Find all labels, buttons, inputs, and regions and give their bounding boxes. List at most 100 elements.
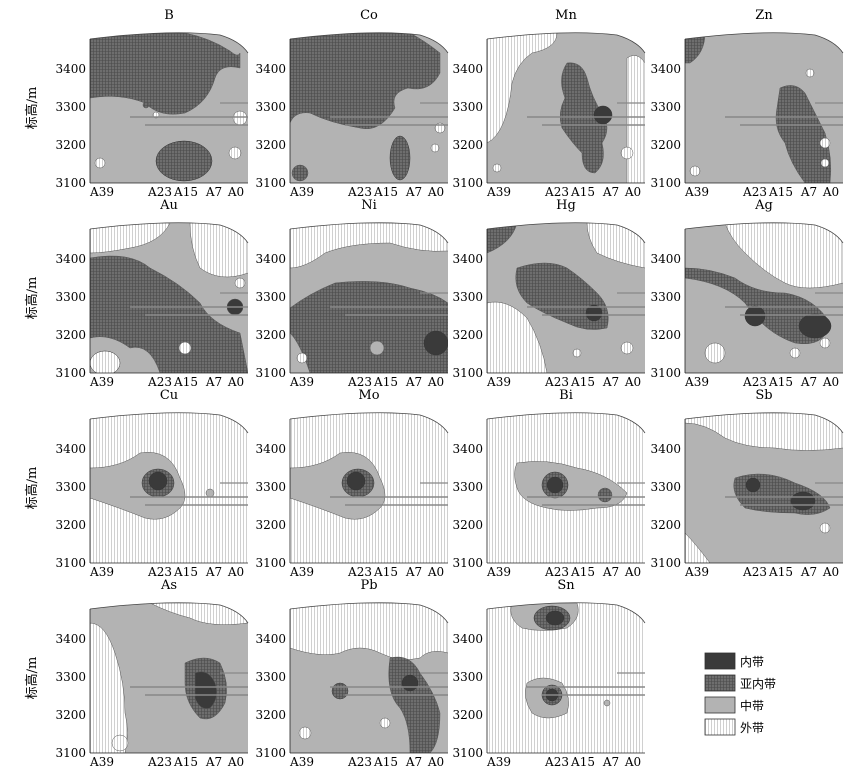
- zone-sub: [597, 487, 613, 503]
- zoning-map: [685, 412, 843, 563]
- x-tick-label: A15: [173, 185, 198, 199]
- x-tick-label: A23: [347, 565, 372, 579]
- zoning-map: [487, 412, 645, 563]
- zone-sub: [515, 262, 609, 330]
- x-tick-label: A15: [373, 185, 398, 199]
- zone-outer: [685, 532, 711, 563]
- x-tick-label: A39: [486, 755, 511, 769]
- y-tick-label: 3200: [255, 138, 286, 152]
- zone-inner: [545, 610, 565, 626]
- zone-outer: [820, 158, 830, 168]
- y-tick-label: 3300: [255, 480, 286, 494]
- y-tick-label: 3200: [452, 328, 483, 342]
- zoning-map: [487, 32, 645, 183]
- y-tick-label: 3100: [255, 366, 286, 380]
- zone-outer: [90, 222, 171, 254]
- y-tick-label: 3100: [452, 176, 483, 190]
- y-tick-label: 3300: [255, 670, 286, 684]
- y-tick-label: 3100: [55, 556, 86, 570]
- x-tick-label: A39: [486, 565, 511, 579]
- x-tick-label: A7: [602, 755, 619, 769]
- zone-inner: [790, 491, 816, 511]
- y-tick-label: 3400: [55, 62, 86, 76]
- x-tick-label: A0: [227, 185, 244, 199]
- y-tick-label: 3400: [650, 252, 681, 266]
- panel-title: Au: [159, 198, 178, 213]
- topography-line: [89, 222, 249, 244]
- x-tick-label: A39: [289, 755, 314, 769]
- x-tick-label: A15: [768, 375, 793, 389]
- x-tick-label: A0: [624, 755, 641, 769]
- x-tick-label: A7: [800, 565, 817, 579]
- zone-outer: [487, 32, 558, 144]
- zone-outer: [724, 222, 843, 289]
- x-tick-label: A23: [347, 185, 372, 199]
- topography-line: [486, 32, 646, 54]
- zone-outer: [487, 301, 548, 373]
- topography-line: [89, 602, 249, 624]
- zone-mid: [205, 488, 215, 498]
- x-tick-label: A15: [173, 755, 198, 769]
- x-tick-label: A15: [570, 755, 595, 769]
- y-tick-label: 3100: [650, 366, 681, 380]
- y-tick-label: 3100: [55, 176, 86, 190]
- y-tick-label: 3400: [255, 442, 286, 456]
- zoning-map: [290, 222, 448, 373]
- y-tick-label: 3300: [452, 480, 483, 494]
- zone-sub: [155, 140, 213, 182]
- x-tick-label: A39: [289, 565, 314, 579]
- x-tick-label: A7: [405, 375, 422, 389]
- legend-label: 亚内带: [740, 677, 776, 691]
- y-tick-label: 3400: [255, 62, 286, 76]
- y-tick-label: 3100: [255, 746, 286, 760]
- legend-swatch: [704, 652, 736, 670]
- panel-title: Sn: [557, 578, 575, 593]
- panel-title: B: [164, 8, 174, 23]
- y-tick-label: 3100: [55, 746, 86, 760]
- zone-mid: [369, 340, 385, 356]
- x-tick-label: A0: [427, 565, 444, 579]
- x-tick-label: A39: [89, 565, 114, 579]
- zone-outer: [819, 337, 831, 349]
- legend-label: 内带: [740, 655, 764, 669]
- x-tick-label: A15: [173, 565, 198, 579]
- y-axis-label: 标高/m: [24, 467, 40, 510]
- x-tick-label: A7: [205, 185, 222, 199]
- panel-title: Ag: [754, 198, 773, 213]
- x-tick-label: A7: [405, 565, 422, 579]
- topography-line: [486, 412, 646, 434]
- panel-title: Cu: [160, 388, 178, 403]
- zone-mid: [603, 699, 611, 707]
- zone-inner: [585, 304, 603, 322]
- y-tick-label: 3200: [55, 708, 86, 722]
- y-tick-label: 3300: [650, 290, 681, 304]
- x-tick-label: A23: [147, 565, 172, 579]
- panel-title: Zn: [755, 8, 773, 23]
- x-tick-label: A39: [684, 565, 709, 579]
- panel-title: Mo: [358, 388, 379, 403]
- zone-outer: [232, 110, 248, 126]
- legend-swatch: [704, 674, 736, 692]
- x-tick-label: A7: [405, 185, 422, 199]
- y-tick-label: 3200: [55, 328, 86, 342]
- y-tick-label: 3300: [255, 290, 286, 304]
- y-tick-label: 3300: [650, 480, 681, 494]
- zone-outer: [572, 348, 582, 358]
- x-tick-label: A15: [570, 185, 595, 199]
- zone-outer: [805, 68, 815, 78]
- zone-inner: [593, 105, 613, 125]
- zone-outer: [819, 522, 831, 534]
- x-tick-label: A23: [742, 375, 767, 389]
- topography-line: [89, 412, 249, 434]
- y-tick-label: 3200: [650, 328, 681, 342]
- x-tick-label: A0: [822, 565, 839, 579]
- x-tick-label: A23: [147, 375, 172, 389]
- panel-title: Bi: [559, 388, 573, 403]
